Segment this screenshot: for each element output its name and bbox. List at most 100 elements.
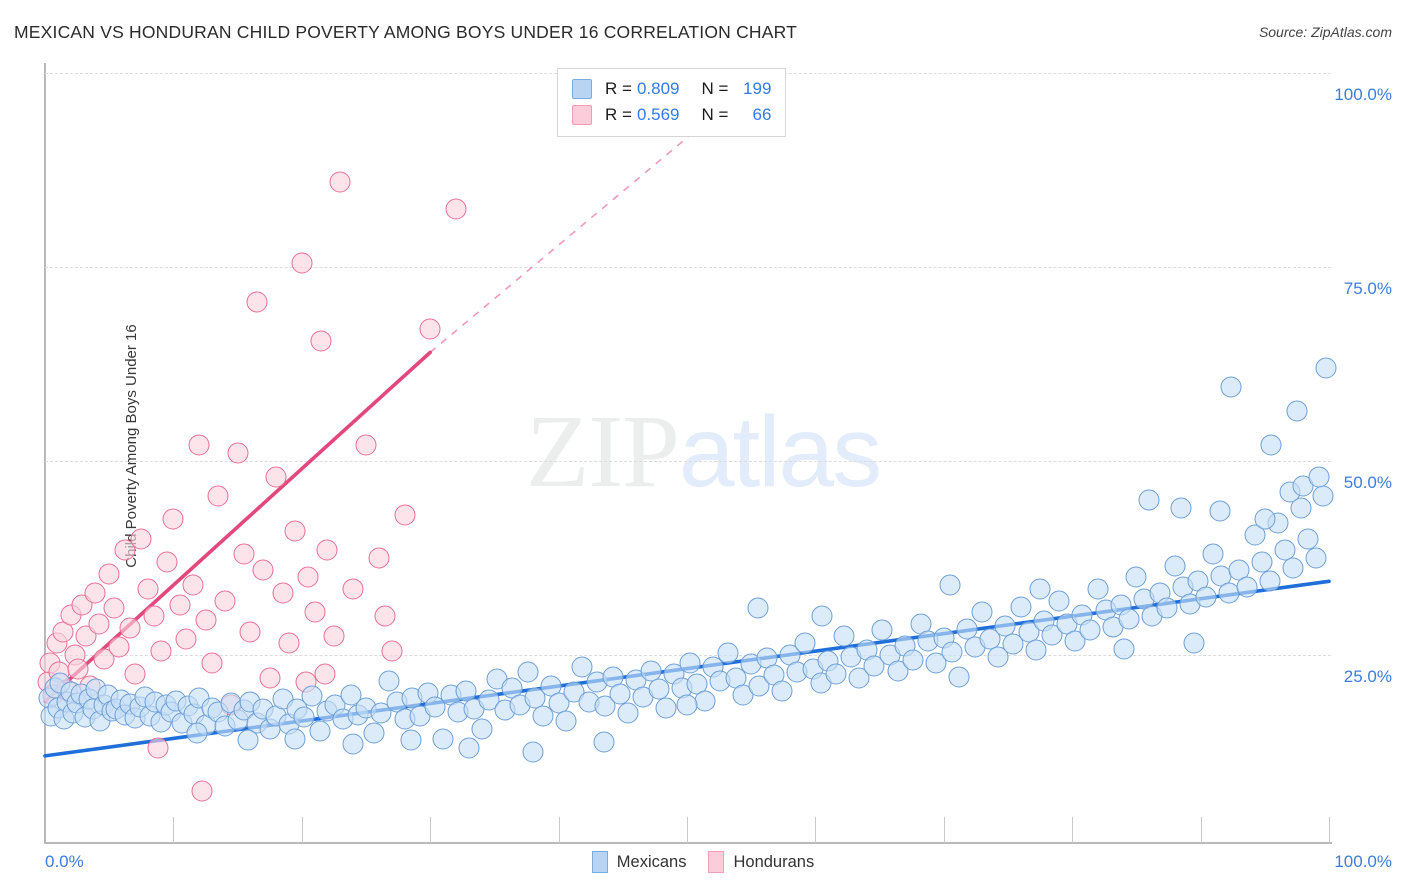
data-point-hon[interactable]: [233, 543, 255, 565]
data-point-hon[interactable]: [214, 590, 236, 612]
data-point-mex[interactable]: [363, 722, 385, 744]
data-point-mex[interactable]: [1305, 547, 1327, 569]
data-point-hon[interactable]: [201, 652, 223, 674]
data-point-hon[interactable]: [188, 434, 210, 456]
data-point-mex[interactable]: [863, 655, 885, 677]
data-point-hon[interactable]: [98, 563, 120, 585]
data-point-mex[interactable]: [811, 605, 833, 627]
data-point-mex[interactable]: [1308, 466, 1330, 488]
data-point-hon[interactable]: [207, 485, 229, 507]
data-point-hon[interactable]: [124, 663, 146, 685]
data-point-hon[interactable]: [93, 648, 115, 670]
data-point-mex[interactable]: [532, 705, 554, 727]
data-point-mex[interactable]: [340, 684, 362, 706]
data-point-mex[interactable]: [1209, 500, 1231, 522]
data-point-mex[interactable]: [1164, 555, 1186, 577]
data-point-mex[interactable]: [1048, 590, 1070, 612]
data-point-hon[interactable]: [284, 520, 306, 542]
data-point-mex[interactable]: [555, 710, 577, 732]
data-point-mex[interactable]: [1029, 578, 1051, 600]
data-point-mex[interactable]: [902, 649, 924, 671]
data-point-hon[interactable]: [291, 252, 313, 274]
data-point-mex[interactable]: [771, 680, 793, 702]
data-point-hon[interactable]: [195, 609, 216, 631]
data-point-mex[interactable]: [571, 656, 593, 678]
data-point-mex[interactable]: [971, 601, 993, 623]
legend-item-hondurans[interactable]: Hondurans: [708, 851, 814, 873]
data-point-hon[interactable]: [84, 582, 106, 604]
data-point-mex[interactable]: [717, 642, 739, 664]
data-point-hon[interactable]: [381, 640, 403, 662]
data-point-mex[interactable]: [471, 718, 493, 740]
data-point-mex[interactable]: [679, 652, 701, 674]
data-point-mex[interactable]: [309, 720, 331, 742]
data-point-mex[interactable]: [987, 646, 1009, 668]
data-point-mex[interactable]: [1259, 570, 1281, 591]
data-point-mex[interactable]: [1260, 434, 1282, 456]
data-point-mex[interactable]: [1156, 597, 1178, 619]
data-point-mex[interactable]: [1002, 633, 1024, 655]
data-point-mex[interactable]: [794, 632, 816, 654]
data-point-mex[interactable]: [1025, 639, 1047, 661]
data-point-hon[interactable]: [278, 632, 300, 654]
data-point-mex[interactable]: [594, 695, 616, 717]
data-point-mex[interactable]: [925, 652, 947, 674]
data-point-hon[interactable]: [265, 466, 287, 488]
data-point-mex[interactable]: [1183, 632, 1205, 654]
data-point-mex[interactable]: [871, 619, 893, 641]
data-point-hon[interactable]: [323, 625, 345, 647]
data-point-hon[interactable]: [114, 539, 136, 561]
data-point-mex[interactable]: [1220, 376, 1242, 398]
data-point-hon[interactable]: [130, 528, 152, 550]
data-point-hon[interactable]: [143, 605, 165, 627]
data-point-mex[interactable]: [522, 741, 544, 763]
data-point-mex[interactable]: [400, 729, 422, 751]
data-point-hon[interactable]: [88, 613, 110, 635]
data-point-hon[interactable]: [419, 318, 441, 340]
data-point-mex[interactable]: [1312, 485, 1334, 507]
data-point-hon[interactable]: [394, 504, 416, 526]
data-point-mex[interactable]: [1195, 586, 1217, 608]
data-point-mex[interactable]: [378, 670, 400, 692]
data-point-mex[interactable]: [1254, 508, 1276, 530]
data-point-mex[interactable]: [609, 683, 631, 705]
data-point-mex[interactable]: [848, 667, 870, 689]
data-point-mex[interactable]: [748, 675, 770, 697]
data-point-mex[interactable]: [948, 666, 970, 688]
data-point-mex[interactable]: [1297, 528, 1319, 550]
data-point-hon[interactable]: [156, 551, 178, 573]
data-point-mex[interactable]: [342, 733, 364, 755]
data-point-hon[interactable]: [182, 574, 204, 596]
data-point-hon[interactable]: [259, 667, 281, 689]
data-point-mex[interactable]: [1244, 524, 1266, 546]
data-point-hon[interactable]: [103, 597, 125, 619]
data-point-hon[interactable]: [119, 617, 141, 639]
legend-item-mexicans[interactable]: Mexicans: [591, 851, 686, 873]
data-point-hon[interactable]: [147, 737, 169, 759]
data-point-mex[interactable]: [432, 728, 454, 750]
data-point-hon[interactable]: [316, 539, 338, 561]
data-point-mex[interactable]: [1236, 576, 1258, 598]
data-point-mex[interactable]: [941, 641, 962, 663]
data-point-hon[interactable]: [239, 621, 261, 643]
data-point-mex[interactable]: [655, 697, 677, 719]
data-point-hon[interactable]: [169, 594, 191, 616]
data-point-mex[interactable]: [833, 625, 855, 647]
data-point-hon[interactable]: [310, 330, 332, 352]
data-point-hon[interactable]: [297, 566, 319, 588]
data-point-mex[interactable]: [301, 685, 323, 707]
data-point-mex[interactable]: [517, 661, 539, 683]
data-point-hon[interactable]: [246, 291, 268, 313]
data-point-mex[interactable]: [939, 574, 961, 596]
data-point-mex[interactable]: [237, 729, 259, 751]
data-point-mex[interactable]: [1286, 400, 1308, 422]
data-point-mex[interactable]: [1282, 557, 1304, 579]
data-point-mex[interactable]: [747, 597, 769, 619]
data-point-hon[interactable]: [374, 605, 396, 627]
data-point-mex[interactable]: [293, 706, 315, 728]
data-point-mex[interactable]: [825, 663, 847, 685]
data-point-mex[interactable]: [1010, 596, 1032, 618]
data-point-mex[interactable]: [1202, 543, 1224, 565]
data-point-hon[interactable]: [314, 663, 336, 685]
data-point-hon[interactable]: [191, 780, 213, 802]
